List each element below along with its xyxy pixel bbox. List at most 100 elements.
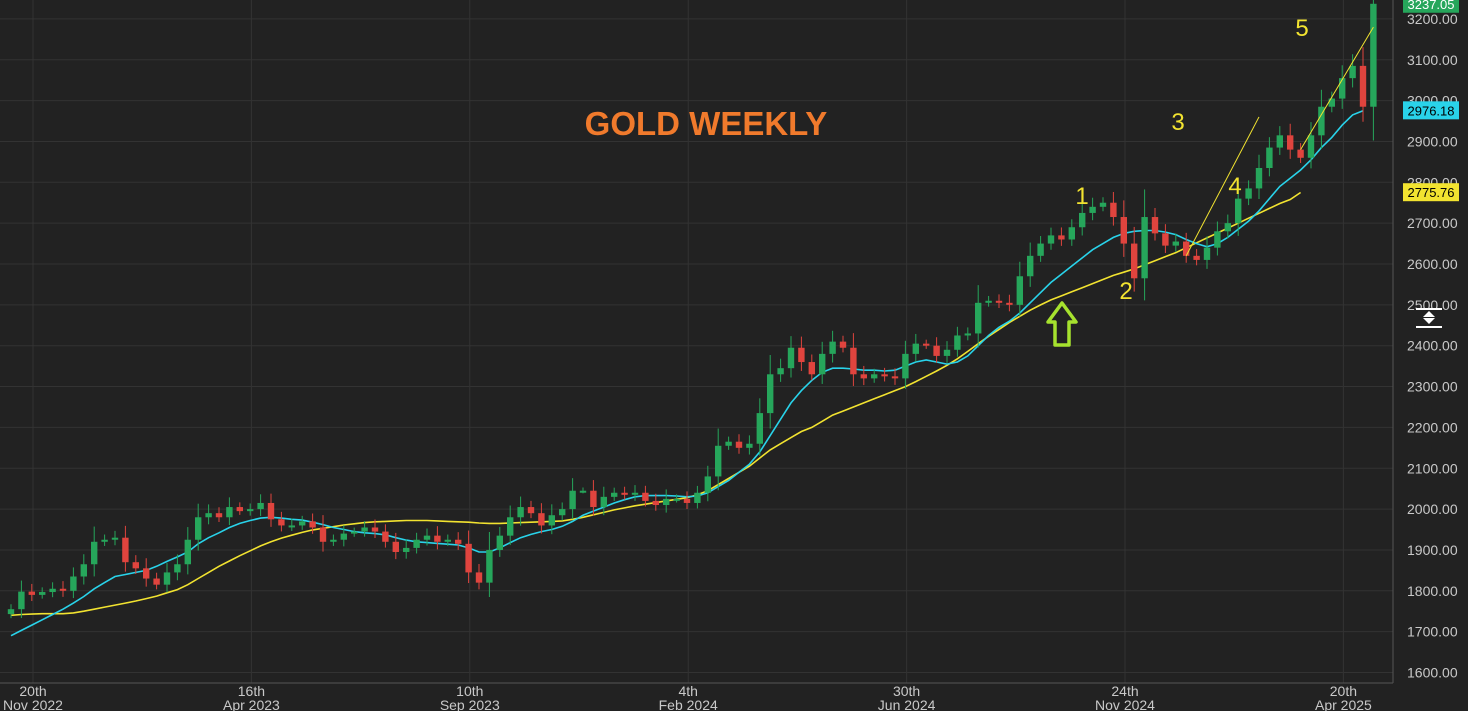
candle-body: [455, 539, 462, 544]
candle-body: [611, 492, 618, 497]
scale-handle-line: [1416, 308, 1442, 310]
candle-body: [1027, 255, 1034, 277]
candle-body: [403, 547, 410, 552]
candle-body: [465, 543, 472, 573]
candle-body: [39, 592, 46, 595]
candle-body: [1047, 235, 1055, 244]
candle-body: [195, 517, 202, 540]
candle-body: [1203, 247, 1211, 260]
candle-body: [1006, 302, 1013, 305]
candle-body: [850, 347, 857, 375]
y-tick-label: 3200.00: [1407, 11, 1458, 27]
candle-body: [28, 591, 35, 595]
candle-body: [1287, 135, 1294, 150]
candle-body: [1307, 135, 1315, 158]
moving-average-fast: [10, 110, 1364, 637]
y-tick-label: 2200.00: [1407, 419, 1458, 435]
x-tick-day: 16th: [238, 683, 265, 699]
candle-body: [132, 562, 139, 569]
x-tick-month: Apr 2023: [223, 697, 280, 711]
x-tick-month: Apr 2025: [1315, 697, 1372, 711]
candle-body: [735, 441, 743, 448]
candle-body: [527, 507, 535, 514]
candle-body: [278, 519, 285, 526]
candle-body: [143, 568, 150, 579]
x-tick-month: Nov 2024: [1095, 697, 1155, 711]
candle-body: [267, 502, 275, 520]
candle-body: [382, 531, 389, 542]
candle-body: [579, 490, 587, 493]
candle-body: [423, 535, 431, 540]
candle-body: [1328, 98, 1335, 107]
annotations: GOLD WEEKLY 1 2 3 4 5: [585, 15, 1309, 347]
chart-title: GOLD WEEKLY: [585, 105, 828, 142]
candle-body: [319, 527, 327, 542]
candle-body: [361, 527, 368, 532]
candle-body: [392, 541, 399, 552]
candlesticks: [7, 0, 1377, 619]
candle-body: [1255, 168, 1263, 189]
candle-body: [1214, 231, 1221, 248]
candle-body: [215, 513, 223, 518]
y-tick-label: 1600.00: [1407, 665, 1458, 681]
y-tick-label: 1800.00: [1407, 583, 1458, 599]
x-tick-day: 24th: [1111, 683, 1138, 699]
candle-body: [923, 343, 930, 346]
candle-body: [1099, 202, 1107, 207]
candle-body: [954, 335, 961, 350]
candle-body: [496, 535, 503, 550]
price-badge: [1403, 101, 1459, 120]
candle-body: [70, 576, 77, 591]
candle-body: [891, 376, 899, 379]
candle-body: [746, 443, 753, 448]
candle-body: [1120, 217, 1127, 244]
moving-average-slow: [10, 191, 1302, 617]
candle-body: [600, 496, 607, 508]
candle-body: [1089, 206, 1096, 213]
candle-body: [1339, 78, 1346, 99]
candle-body: [205, 513, 212, 518]
candle-body: [652, 500, 659, 506]
candle-body: [288, 525, 295, 528]
candle-body: [631, 492, 639, 495]
candle-body: [371, 527, 379, 532]
candle-body: [486, 549, 493, 583]
y-tick-label: 2700.00: [1407, 215, 1458, 231]
candle-body: [819, 353, 826, 375]
moving-averages: [10, 110, 1364, 637]
candle-body: [174, 564, 181, 573]
candle-body: [704, 476, 711, 493]
candle-body: [715, 445, 722, 477]
candle-body: [247, 509, 254, 512]
candle-body: [798, 347, 805, 363]
candle-body: [777, 368, 784, 375]
wave-label: 3: [1171, 109, 1184, 136]
candle-body: [59, 588, 67, 591]
candle-body: [663, 498, 670, 506]
candle-body: [683, 498, 691, 503]
candle-body: [80, 564, 87, 577]
candle-body: [1266, 147, 1273, 169]
candle-body: [1016, 276, 1023, 305]
price-badge-label: 3237.05: [1408, 0, 1455, 12]
candle-body: [902, 353, 909, 379]
trend-line: [1300, 26, 1374, 150]
candle-body: [153, 578, 160, 585]
y-tick-label: 2500.00: [1407, 297, 1458, 313]
candle-body: [642, 492, 649, 501]
candle-body: [787, 347, 795, 369]
candle-body: [507, 517, 514, 536]
x-tick-month: Sep 2023: [440, 697, 500, 711]
x-tick-day: 4th: [678, 683, 697, 699]
y-tick-label: 2000.00: [1407, 501, 1458, 517]
scale-down-icon: [1423, 318, 1435, 324]
candle-body: [673, 498, 680, 501]
y-tick-label: 2300.00: [1407, 379, 1458, 395]
candle-body: [995, 300, 1003, 303]
candle-body: [1183, 241, 1190, 256]
candle-body: [49, 588, 56, 593]
candle-body: [871, 374, 878, 379]
y-tick-label: 2600.00: [1407, 256, 1458, 272]
